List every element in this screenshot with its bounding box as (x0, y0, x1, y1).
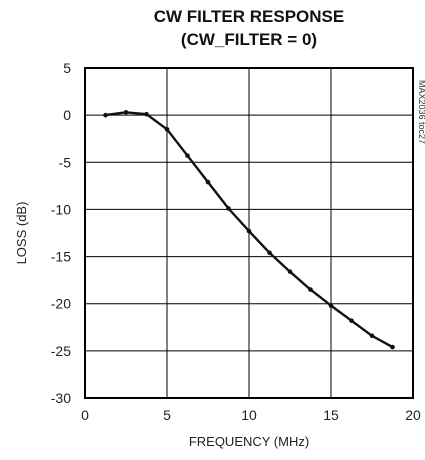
y-tick-label: -30 (51, 390, 71, 406)
data-point (246, 228, 252, 234)
chart-title: CW FILTER RESPONSE (154, 7, 344, 26)
x-tick-label: 0 (81, 407, 89, 423)
chart-subtitle: (CW_FILTER = 0) (181, 30, 317, 49)
x-tick-label: 20 (405, 407, 421, 423)
y-tick-label: -10 (51, 201, 71, 217)
data-point (349, 318, 354, 323)
x-tick-labels: 0 5 10 15 20 (81, 407, 421, 423)
plot-frame (84, 67, 414, 399)
y-axis-label: LOSS (dB) (14, 202, 29, 265)
y-tick-label: -15 (51, 249, 71, 265)
y-tick-label: -25 (51, 343, 71, 359)
x-tick-label: 15 (323, 407, 339, 423)
y-tick-labels: 5 0 -5 -10 -15 -20 -25 -30 (51, 60, 71, 406)
side-part-label: MAX2036 toc27 (417, 80, 425, 144)
y-tick-label: 5 (63, 60, 71, 76)
y-tick-label: -5 (59, 154, 72, 170)
data-point (369, 333, 375, 339)
data-point (226, 206, 231, 211)
data-point (308, 287, 313, 292)
x-tick-label: 5 (163, 407, 171, 423)
y-tick-label: -20 (51, 296, 71, 312)
data-point (390, 344, 395, 350)
series-layer (103, 110, 395, 350)
y-tick-label: 0 (63, 107, 71, 123)
data-point (287, 269, 293, 274)
grid-lines (85, 68, 413, 398)
data-point (205, 179, 211, 185)
data-point (123, 110, 129, 115)
data-point (185, 153, 190, 158)
x-tick-label: 10 (241, 407, 257, 423)
data-point (164, 126, 170, 132)
data-point (103, 112, 108, 118)
x-axis-label: FREQUENCY (MHz) (189, 434, 309, 449)
data-point (144, 111, 149, 117)
data-point (267, 250, 272, 256)
data-point (328, 303, 334, 308)
